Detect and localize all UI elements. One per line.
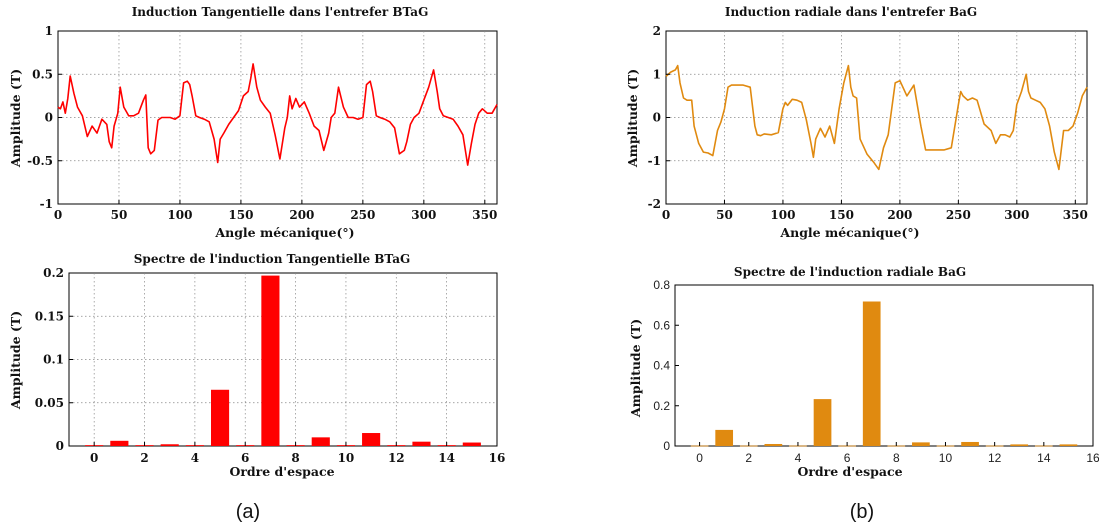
x-tick-label: 0: [662, 208, 670, 222]
x-tick-label: 6: [844, 451, 851, 465]
y-tick-label: 0: [663, 439, 670, 453]
bar: [462, 442, 481, 446]
x-tick-label: 100: [167, 208, 192, 222]
x-tick-label: 2: [140, 451, 148, 465]
bar: [362, 433, 381, 446]
y-axis-label: Amplitude (T): [8, 69, 23, 168]
chart-tangential-spectrum: Spectre de l'induction Tangentielle BTaG…: [8, 252, 505, 479]
x-tick-label: 50: [716, 208, 733, 222]
chart-radial-spectrum: Spectre de l'induction radiale BaG 0 2 4 6 8…: [628, 265, 1099, 479]
x-tick-label: 10: [338, 451, 355, 465]
y-tick-label: 0.6: [653, 318, 670, 332]
x-tick-label: 8: [291, 451, 299, 465]
y-tick-label: 0.4: [653, 359, 670, 373]
x-tick-label: 200: [887, 208, 912, 222]
y-tick-label: 0.2: [653, 399, 670, 413]
x-tick-label: 250: [350, 208, 375, 222]
y-tick-label: 1: [45, 24, 53, 38]
bar: [813, 399, 832, 446]
y-tick-label: 0: [653, 111, 661, 125]
series-line: [57, 63, 498, 166]
x-tick-label: 12: [388, 451, 405, 465]
chart-title: Induction radiale dans l'entrefer BaG: [725, 5, 977, 19]
x-tick-label: 0: [696, 451, 703, 465]
y-axis-label: Amplitude (T): [625, 69, 640, 168]
y-tick-label: 0.5: [32, 67, 53, 81]
x-tick-label: 6: [241, 451, 249, 465]
y-axis-label: Amplitude (T): [628, 319, 643, 418]
y-tick-label: -1: [40, 197, 53, 211]
chart-title: Spectre de l'induction Tangentielle BTaG: [134, 252, 410, 266]
y-tick-label: 0.8: [653, 278, 670, 292]
x-tick-label: 200: [289, 208, 314, 222]
y-tick-label: -2: [648, 197, 661, 211]
x-tick-label: 100: [770, 208, 795, 222]
y-tick-label: 1: [653, 67, 661, 81]
caption-b: (b): [850, 501, 874, 523]
bar: [715, 429, 734, 446]
x-tick-label: 16: [1086, 451, 1099, 465]
bar: [1010, 444, 1029, 446]
y-tick-label: 0.1: [43, 353, 64, 367]
bar: [110, 440, 129, 446]
x-tick-label: 4: [191, 451, 199, 465]
bar: [160, 444, 179, 446]
y-tick-label: 0.05: [35, 396, 64, 410]
bar: [261, 275, 280, 446]
x-axis-label: Angle mécanique(°): [779, 225, 919, 240]
y-tick-label: 2: [653, 24, 661, 38]
x-tick-label: 350: [472, 208, 497, 222]
bar: [311, 437, 330, 446]
x-tick-label: 0: [90, 451, 98, 465]
bar: [862, 301, 881, 446]
plot-frame: [665, 30, 1088, 205]
y-tick-label: 0.15: [35, 309, 64, 323]
bar: [912, 442, 930, 446]
bar: [210, 389, 230, 446]
y-tick-label: -1: [648, 154, 661, 168]
y-tick-label: 0: [45, 111, 53, 125]
x-tick-label: 250: [946, 208, 971, 222]
x-tick-label: 10: [939, 451, 953, 465]
chart-radial-induction: Induction radiale dans l'entrefer BaG 0 5…: [625, 5, 1088, 240]
bar: [1059, 444, 1078, 446]
bar: [764, 443, 783, 446]
bar: [961, 441, 979, 446]
x-tick-label: 2: [745, 451, 752, 465]
x-tick-label: 14: [1037, 451, 1051, 465]
x-axis-label: Ordre d'espace: [797, 464, 902, 479]
y-axis-label: Amplitude (T): [8, 311, 23, 410]
x-tick-label: 150: [228, 208, 253, 222]
x-tick-label: 8: [893, 451, 900, 465]
bar: [412, 441, 431, 446]
plot-frame: [674, 284, 1094, 447]
x-axis-label: Ordre d'espace: [229, 464, 334, 479]
x-tick-label: 4: [795, 451, 802, 465]
chart-title: Induction Tangentielle dans l'entrefer B…: [132, 5, 429, 19]
x-tick-label: 300: [411, 208, 436, 222]
chart-tangential-induction: Induction Tangentielle dans l'entrefer B…: [8, 5, 498, 240]
y-tick-label: 0.2: [43, 266, 64, 280]
x-tick-label: 50: [111, 208, 128, 222]
x-tick-label: 350: [1063, 208, 1088, 222]
x-tick-label: 16: [489, 451, 506, 465]
x-tick-label: 150: [829, 208, 854, 222]
y-tick-label: 0: [56, 439, 64, 453]
x-axis-label: Angle mécanique(°): [214, 225, 354, 240]
y-tick-label: -0.5: [27, 154, 53, 168]
x-tick-label: 14: [438, 451, 455, 465]
chart-title: Spectre de l'induction radiale BaG: [734, 265, 966, 279]
x-tick-label: 12: [988, 451, 1002, 465]
x-tick-label: 0: [54, 208, 62, 222]
caption-a: (a): [236, 501, 260, 523]
x-tick-label: 300: [1004, 208, 1029, 222]
series-line: [665, 64, 1088, 171]
